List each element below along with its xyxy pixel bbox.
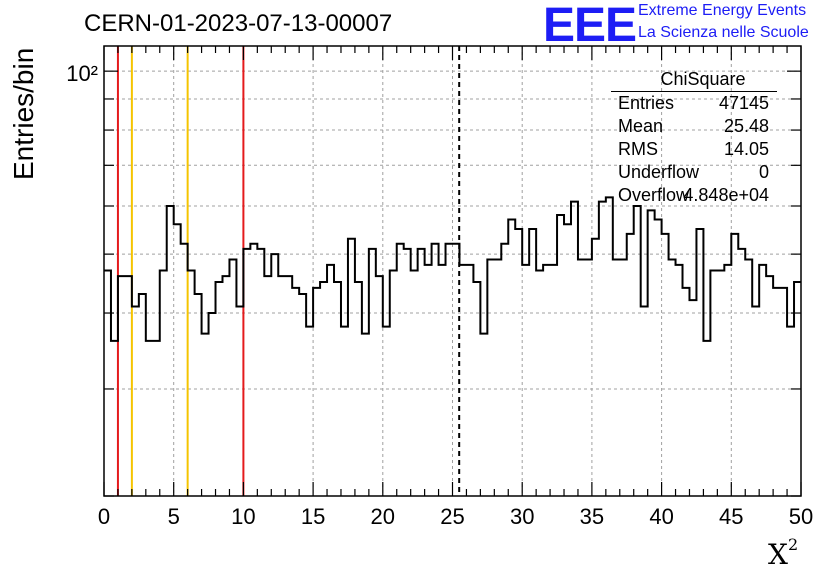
logo-subtitle-line1: Extreme Energy Events bbox=[638, 2, 807, 19]
x-tick-label: 20 bbox=[371, 504, 395, 529]
x-tick-label: 50 bbox=[789, 504, 813, 529]
stats-value: 14.05 bbox=[723, 139, 769, 159]
stats-title: ChiSquare bbox=[611, 68, 777, 92]
x-axis-label: X2 bbox=[768, 534, 799, 571]
histogram-series bbox=[104, 196, 801, 342]
chart-title: CERN-01-2023-07-13-00007 bbox=[84, 10, 393, 37]
stats-row-mean: Mean 25.48 bbox=[611, 115, 777, 138]
x-tick-label: 40 bbox=[649, 504, 673, 529]
stats-key: Underflow bbox=[618, 162, 700, 182]
stats-value: 47145 bbox=[718, 93, 769, 113]
stats-key: Entries bbox=[618, 93, 675, 113]
x-tick-label: 25 bbox=[440, 504, 464, 529]
stats-value: 25.48 bbox=[723, 116, 769, 136]
x-tick-label: 35 bbox=[580, 504, 604, 529]
stats-row-rms: RMS 14.05 bbox=[611, 138, 777, 161]
x-tick-label: 0 bbox=[98, 504, 110, 529]
stats-key: Overflow bbox=[618, 185, 690, 205]
eee-logo: EEE bbox=[543, 0, 637, 52]
x-tick-label: 15 bbox=[301, 504, 325, 529]
stats-key: Mean bbox=[618, 116, 664, 136]
x-tick-label: 5 bbox=[168, 504, 180, 529]
x-tick-label: 30 bbox=[510, 504, 534, 529]
y-tick-label: 10² bbox=[66, 61, 98, 86]
x-tick-label: 45 bbox=[719, 504, 743, 529]
stats-key: RMS bbox=[618, 139, 658, 159]
stats-value: 0 bbox=[758, 162, 769, 182]
stats-row-overflow: Overflow 4.848e+04 bbox=[611, 184, 777, 207]
stats-row-underflow: Underflow 0 bbox=[611, 161, 777, 184]
stats-value: 4.848e+04 bbox=[683, 185, 769, 205]
x-tick-label: 10 bbox=[231, 504, 255, 529]
stats-row-entries: Entries 47145 bbox=[611, 92, 777, 115]
y-axis-label: Entries/bin bbox=[8, 47, 39, 180]
stats-box: ChiSquare Entries 47145 Mean 25.48 RMS 1… bbox=[611, 68, 777, 207]
logo-subtitle-line2: La Scienza nelle Scuole bbox=[638, 24, 809, 41]
